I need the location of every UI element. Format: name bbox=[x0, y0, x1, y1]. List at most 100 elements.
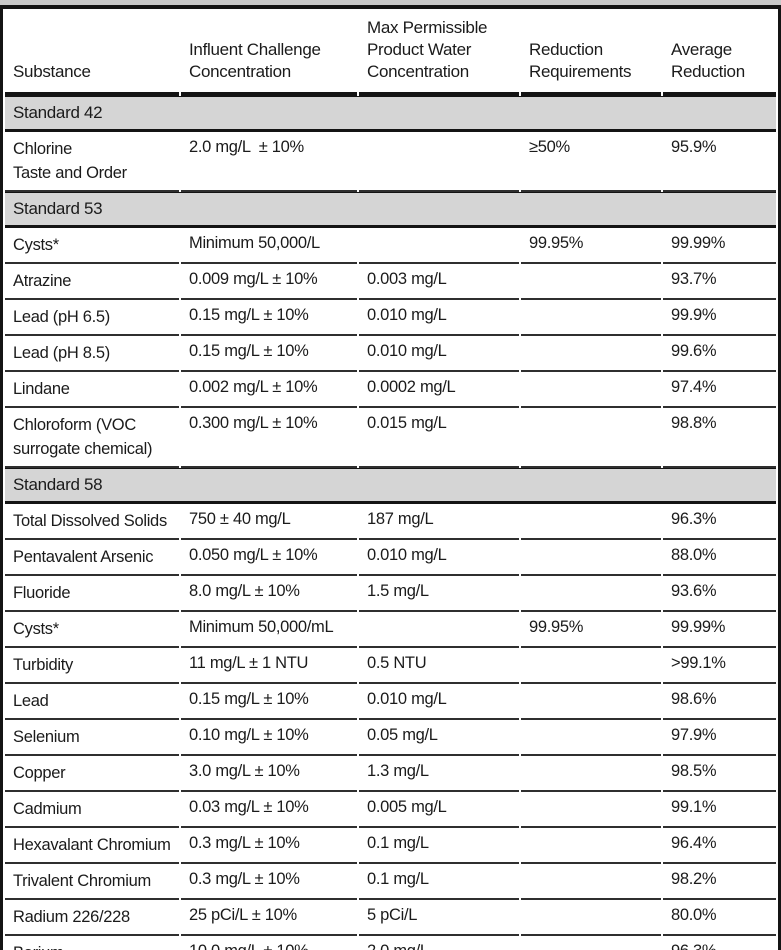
cell-average: 96.3% bbox=[663, 504, 776, 540]
cell-average: 99.9% bbox=[663, 300, 776, 336]
cell-average: 93.6% bbox=[663, 576, 776, 612]
section-row: Standard 42 bbox=[5, 96, 776, 132]
cell-average: 98.6% bbox=[663, 684, 776, 720]
cell-influent: 0.15 mg/L ± 10% bbox=[181, 336, 357, 372]
cell-requirement bbox=[521, 936, 661, 950]
section-label: Standard 58 bbox=[5, 468, 776, 504]
cell-substance: Copper bbox=[5, 756, 179, 792]
cell-average: 97.4% bbox=[663, 372, 776, 408]
table-row: Chlorine Taste and Order 2.0 mg/L ± 10% ≥5… bbox=[5, 132, 776, 192]
cell-average: 98.5% bbox=[663, 756, 776, 792]
table-header: Substance Influent Challenge Concentrati… bbox=[5, 9, 776, 96]
section-row: Standard 53 bbox=[5, 192, 776, 228]
cell-influent: 0.009 mg/L ± 10% bbox=[181, 264, 357, 300]
cell-max: 187 mg/L bbox=[359, 504, 519, 540]
cell-average: 95.9% bbox=[663, 132, 776, 192]
cell-influent: 11 mg/L ± 1 NTU bbox=[181, 648, 357, 684]
cell-average: 93.7% bbox=[663, 264, 776, 300]
cell-average: >99.1% bbox=[663, 648, 776, 684]
table-row: Hexavalant Chromium 0.3 mg/L ± 10% 0.1 mg/… bbox=[5, 828, 776, 864]
cell-max: 0.010 mg/L bbox=[359, 300, 519, 336]
cell-substance: Barium bbox=[5, 936, 179, 950]
cell-average: 97.9% bbox=[663, 720, 776, 756]
table-row: Fluoride 8.0 mg/L ± 10% 1.5 mg/L 93.6% bbox=[5, 576, 776, 612]
cell-substance: Lindane bbox=[5, 372, 179, 408]
cell-requirement: 99.95% bbox=[521, 612, 661, 648]
col-header-substance: Substance bbox=[5, 9, 179, 96]
cell-substance: Pentavalent Arsenic bbox=[5, 540, 179, 576]
cell-substance: Cysts* bbox=[5, 228, 179, 264]
cell-average: 98.2% bbox=[663, 864, 776, 900]
cell-average: 99.99% bbox=[663, 612, 776, 648]
col-header-reduction-requirements: Reduction Requirements bbox=[521, 9, 661, 96]
cell-substance: Radium 226/228 bbox=[5, 900, 179, 936]
standards-table: Substance Influent Challenge Concentrati… bbox=[0, 5, 781, 950]
table-row: Selenium 0.10 mg/L ± 10% 0.05 mg/L 97.9% bbox=[5, 720, 776, 756]
cell-influent: Minimum 50,000/L bbox=[181, 228, 357, 264]
cell-influent: Minimum 50,000/mL bbox=[181, 612, 357, 648]
cell-requirement bbox=[521, 828, 661, 864]
header-row: Substance Influent Challenge Concentrati… bbox=[5, 9, 776, 96]
cell-influent: 0.15 mg/L ± 10% bbox=[181, 684, 357, 720]
table-row: Lead (pH 6.5) 0.15 mg/L ± 10% 0.010 mg/L 99… bbox=[5, 300, 776, 336]
cell-substance: Lead bbox=[5, 684, 179, 720]
cell-max: 0.1 mg/L bbox=[359, 828, 519, 864]
col-header-influent-challenge-concentration: Influent Challenge Concentration bbox=[181, 9, 357, 96]
cell-requirement bbox=[521, 504, 661, 540]
cell-max: 0.015 mg/L bbox=[359, 408, 519, 468]
cell-influent: 25 pCi/L ± 10% bbox=[181, 900, 357, 936]
cell-substance: Turbidity bbox=[5, 648, 179, 684]
cell-max: 5 pCi/L bbox=[359, 900, 519, 936]
table-row: Total Dissolved Solids 750 ± 40 mg/L 187 m… bbox=[5, 504, 776, 540]
cell-substance: Hexavalant Chromium bbox=[5, 828, 179, 864]
cell-requirement bbox=[521, 900, 661, 936]
cell-average: 88.0% bbox=[663, 540, 776, 576]
cell-average: 98.8% bbox=[663, 408, 776, 468]
col-header-max-permissible-product-water-concentration: Max Permissible Product Water Concentrat… bbox=[359, 9, 519, 96]
section-label: Standard 42 bbox=[5, 96, 776, 132]
table-row: Pentavalent Arsenic 0.050 mg/L ± 10% 0.010… bbox=[5, 540, 776, 576]
cell-influent: 0.3 mg/L ± 10% bbox=[181, 828, 357, 864]
cell-max: 0.003 mg/L bbox=[359, 264, 519, 300]
cell-requirement bbox=[521, 372, 661, 408]
cell-average: 99.1% bbox=[663, 792, 776, 828]
cell-average: 96.4% bbox=[663, 828, 776, 864]
cell-average: 99.99% bbox=[663, 228, 776, 264]
cell-max: 0.010 mg/L bbox=[359, 540, 519, 576]
cell-max: 0.010 mg/L bbox=[359, 336, 519, 372]
cell-requirement bbox=[521, 792, 661, 828]
cell-max: 0.0002 mg/L bbox=[359, 372, 519, 408]
table-row: Cysts* Minimum 50,000/L 99.95% 99.99% bbox=[5, 228, 776, 264]
section-row: Standard 58 bbox=[5, 468, 776, 504]
cell-substance: Fluoride bbox=[5, 576, 179, 612]
cell-substance: Atrazine bbox=[5, 264, 179, 300]
table-row: Atrazine 0.009 mg/L ± 10% 0.003 mg/L 93.7% bbox=[5, 264, 776, 300]
cell-influent: 0.050 mg/L ± 10% bbox=[181, 540, 357, 576]
cell-influent: 10.0 mg/L ± 10% bbox=[181, 936, 357, 950]
table-row: Lead (pH 8.5) 0.15 mg/L ± 10% 0.010 mg/L 99… bbox=[5, 336, 776, 372]
cell-requirement bbox=[521, 264, 661, 300]
cell-substance: Total Dissolved Solids bbox=[5, 504, 179, 540]
table-row: Cadmium 0.03 mg/L ± 10% 0.005 mg/L 99.1% bbox=[5, 792, 776, 828]
cell-max bbox=[359, 132, 519, 192]
table-row: Lindane 0.002 mg/L ± 10% 0.0002 mg/L 97.4% bbox=[5, 372, 776, 408]
table-row: Chloroform (VOC surrogate chemical) 0.300… bbox=[5, 408, 776, 468]
cell-max: 0.05 mg/L bbox=[359, 720, 519, 756]
cell-max bbox=[359, 228, 519, 264]
cell-max: 1.5 mg/L bbox=[359, 576, 519, 612]
cell-average: 80.0% bbox=[663, 900, 776, 936]
table-row: Cysts* Minimum 50,000/mL 99.95% 99.99% bbox=[5, 612, 776, 648]
table-row: Barium10.0 mg/L ± 10%2.0 mg/L 96.3% bbox=[5, 936, 776, 950]
page-edge-strip bbox=[0, 0, 781, 5]
cell-substance: Lead (pH 6.5) bbox=[5, 300, 179, 336]
table-row: Turbidity 11 mg/L ± 1 NTU 0.5 NTU >99.1% bbox=[5, 648, 776, 684]
cell-requirement: 99.95% bbox=[521, 228, 661, 264]
cell-max: 0.1 mg/L bbox=[359, 864, 519, 900]
cell-requirement bbox=[521, 336, 661, 372]
cell-requirement bbox=[521, 540, 661, 576]
cell-substance: Cysts* bbox=[5, 612, 179, 648]
cell-requirement bbox=[521, 864, 661, 900]
cell-requirement bbox=[521, 756, 661, 792]
cell-max: 0.010 mg/L bbox=[359, 684, 519, 720]
cell-requirement bbox=[521, 648, 661, 684]
